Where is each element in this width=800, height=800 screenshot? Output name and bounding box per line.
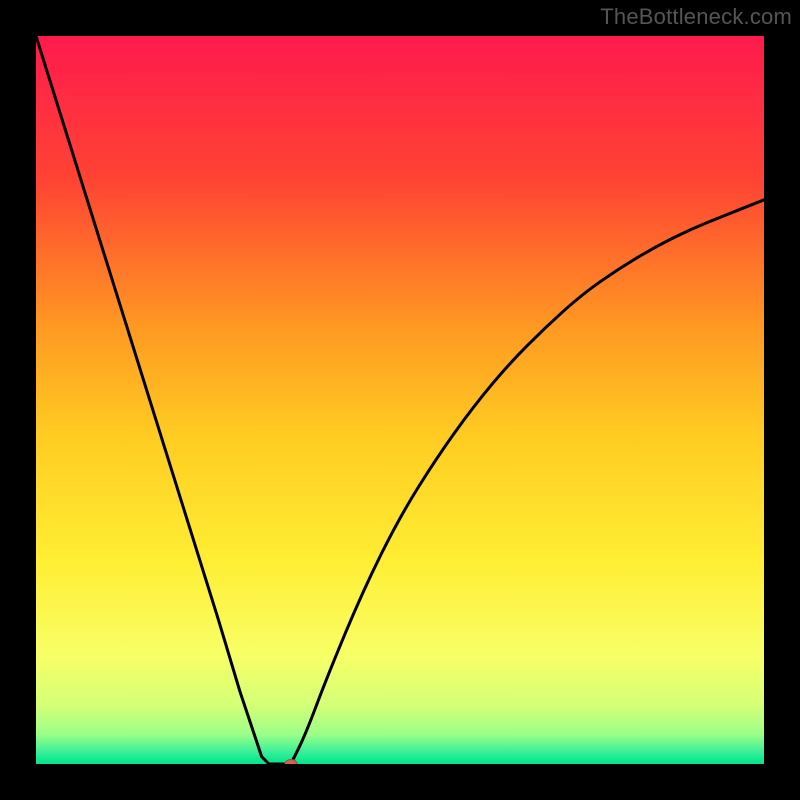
bottleneck-curve	[36, 36, 764, 764]
chart-canvas: TheBottleneck.com	[0, 0, 800, 800]
minimum-marker	[284, 759, 297, 764]
watermark-text: TheBottleneck.com	[600, 4, 792, 30]
plot-area	[36, 36, 764, 764]
